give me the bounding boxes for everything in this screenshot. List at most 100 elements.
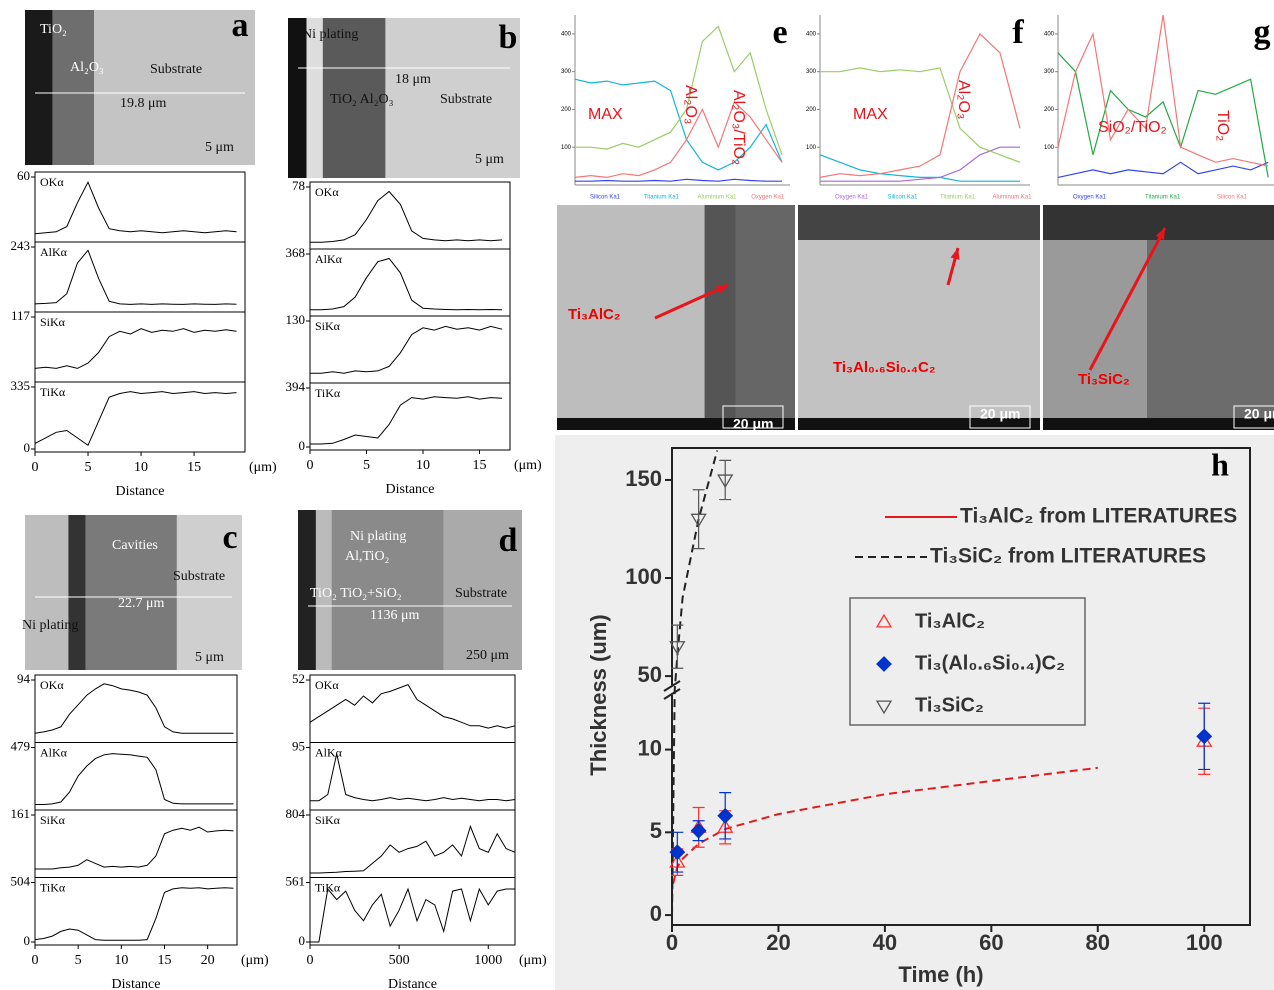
legend-label: Silicon Ka1 — [1217, 195, 1248, 201]
element-label: SiKα — [315, 319, 341, 333]
data-point — [669, 641, 686, 655]
error-bar — [719, 459, 732, 501]
y-tick-label: 0 — [24, 933, 31, 948]
x-tick-label: 0 — [307, 953, 314, 968]
axis-break — [663, 688, 681, 700]
y-tick-label: 804 — [286, 806, 306, 821]
data-point — [669, 844, 686, 861]
x-tick-label: 0 — [307, 458, 314, 473]
profile-box — [34, 877, 238, 946]
x-tick-label: 5 — [75, 953, 82, 968]
spectrum-line — [820, 146, 1020, 182]
image-label: 18 μm — [395, 72, 431, 87]
image-label: Al₂O₃ — [70, 60, 104, 75]
x-axis-label: Distance — [388, 977, 437, 990]
x-tick-label: 0 — [32, 953, 39, 968]
micrograph-region — [176, 515, 242, 670]
image-label: 20 μm — [980, 406, 1020, 422]
x-unit: (μm) — [514, 458, 542, 473]
y-tick-label: 10 — [638, 735, 662, 760]
data-point — [690, 822, 707, 839]
y-tick-label: 400 — [1044, 31, 1055, 37]
x-axis-label: Distance — [112, 977, 161, 990]
image-label: 5 μm — [195, 650, 224, 665]
micrograph-region — [68, 515, 86, 670]
y-tick-label: 400 — [806, 31, 817, 37]
profile-line — [35, 826, 234, 870]
annotation: MAX — [853, 106, 888, 123]
y-tick-label: 561 — [286, 873, 306, 888]
profile-line — [35, 753, 234, 805]
micrograph-region — [52, 10, 94, 165]
y-tick-label: 335 — [11, 378, 31, 393]
profile-line — [34, 391, 237, 447]
y-tick-label: 200 — [561, 107, 572, 113]
info-bar — [798, 418, 1040, 430]
plot-area — [1040, 7, 1274, 202]
element-label: OKα — [315, 678, 339, 692]
micrograph-region — [322, 18, 386, 178]
y-tick-label: 100 — [806, 145, 817, 151]
x-tick-label: 40 — [873, 930, 897, 955]
profile-line — [310, 257, 503, 311]
element-label: TiKα — [315, 386, 341, 400]
error-bar — [692, 489, 705, 550]
annotation: Al₂O₃ — [682, 85, 699, 124]
profile-box — [309, 674, 516, 743]
image-label: Ni plating — [302, 27, 358, 42]
x-tick-label: 15 — [472, 458, 486, 473]
image-label: 250 μm — [466, 648, 509, 663]
y-tick-label: 95 — [292, 738, 305, 753]
spectrum-line — [1057, 161, 1269, 178]
micrograph-region — [385, 18, 520, 178]
image-label: Ti₃AlC₂ — [568, 306, 621, 323]
profile-box — [34, 311, 246, 383]
micrograph-region — [85, 515, 177, 670]
micrograph-region — [735, 205, 795, 430]
x-unit: (μm) — [241, 953, 269, 968]
legend-marker — [876, 656, 892, 672]
x-tick-label: 1000 — [474, 953, 502, 968]
legend-label: Oxygen Ka1 — [751, 195, 785, 201]
y-tick-label: 100 — [561, 145, 572, 151]
micrograph-region — [298, 510, 316, 670]
arrow-head — [716, 285, 728, 294]
profile-line — [34, 181, 237, 235]
spectrum-line — [574, 100, 783, 179]
y-tick-label: 504 — [11, 873, 31, 888]
scale-bar — [1233, 405, 1274, 429]
spectrum-line — [574, 78, 783, 171]
legend-label: Ti₃AlC₂ from LITERATURES — [960, 505, 1237, 528]
panel-label: e — [772, 14, 787, 51]
y-tick-label: 479 — [11, 738, 31, 753]
y-tick-label: 100 — [1044, 145, 1055, 151]
legend-label: Oxygen Ka1 — [835, 195, 869, 201]
legend-marker — [875, 700, 893, 715]
y-tick-label: 60 — [17, 168, 30, 183]
x-tick-label: 10 — [114, 953, 128, 968]
image-label: Cavities — [112, 538, 158, 553]
legend-label: Ti₃(Al₀.₆Si₀.₄)C₂ — [915, 652, 1065, 674]
legend-label: Oxygen Ka1 — [1073, 195, 1107, 201]
image-label: Ti₃Al₀.₆Si₀.₄C₂ — [833, 359, 935, 376]
element-label: AlKα — [315, 745, 343, 759]
panel-label: b — [499, 19, 518, 56]
y-tick-label: 94 — [17, 671, 31, 686]
x-tick-label: 0 — [666, 930, 678, 955]
image-label: 20 μm — [1244, 406, 1274, 422]
y-tick-label: 243 — [11, 238, 31, 253]
profile-line — [34, 683, 234, 734]
arrow — [654, 283, 729, 320]
scale-bar — [969, 405, 1031, 429]
image-label: 5 μm — [475, 152, 504, 167]
micrograph-region — [25, 515, 69, 670]
x-axis-label: Distance — [116, 484, 165, 499]
micrograph-region — [315, 510, 332, 670]
y-tick-label: 300 — [1044, 69, 1055, 75]
legend-label: Titanium Ka1 — [644, 195, 680, 201]
micrograph-region — [306, 18, 323, 178]
x-tick-label: 20 — [201, 953, 215, 968]
element-label: OKα — [315, 185, 339, 199]
image-label: Substrate — [455, 586, 507, 601]
